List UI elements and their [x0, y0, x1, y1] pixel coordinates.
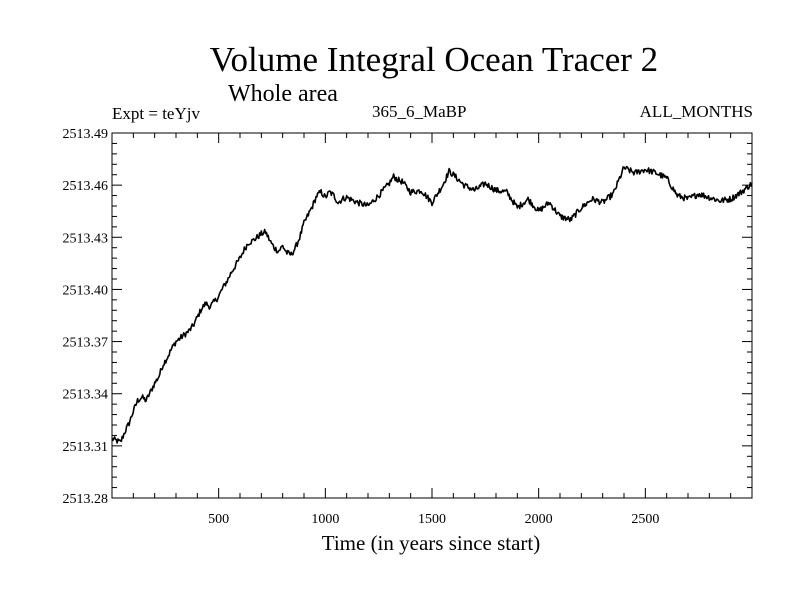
- x-tick-label: 1000: [311, 512, 339, 527]
- x-tick-labels: 500 1000 1500 2000 2500: [208, 512, 659, 527]
- chart-subtitle: Whole area: [228, 81, 338, 107]
- y-tick-label: 2513.31: [63, 440, 109, 455]
- x-tick-label: 2500: [631, 512, 659, 527]
- chart-title: Volume Integral Ocean Tracer 2: [209, 40, 659, 79]
- x-axis-label: Time (in years since start): [321, 531, 541, 555]
- x-tick-label: 2000: [525, 512, 553, 527]
- run-label: 365_6_MaBP: [372, 102, 467, 121]
- series-line: [111, 165, 753, 444]
- months-label: ALL_MONTHS: [639, 102, 753, 121]
- plot-frame: [111, 132, 753, 499]
- y-tick-label: 2513.43: [63, 231, 109, 246]
- tick-marks: [111, 132, 753, 499]
- x-tick-label: 1500: [418, 512, 446, 527]
- y-tick-labels: 2513.28 2513.31 2513.34 2513.37 2513.40 2513.…: [63, 127, 109, 507]
- y-tick-label: 2513.34: [63, 388, 109, 403]
- y-tick-label: 2513.46: [63, 179, 109, 194]
- experiment-label: Expt = teYjv: [112, 104, 200, 123]
- x-tick-label: 500: [208, 512, 229, 527]
- y-tick-label: 2513.49: [63, 127, 109, 142]
- y-tick-label: 2513.40: [63, 283, 109, 298]
- y-tick-label: 2513.28: [63, 492, 109, 507]
- y-tick-label: 2513.37: [63, 336, 109, 351]
